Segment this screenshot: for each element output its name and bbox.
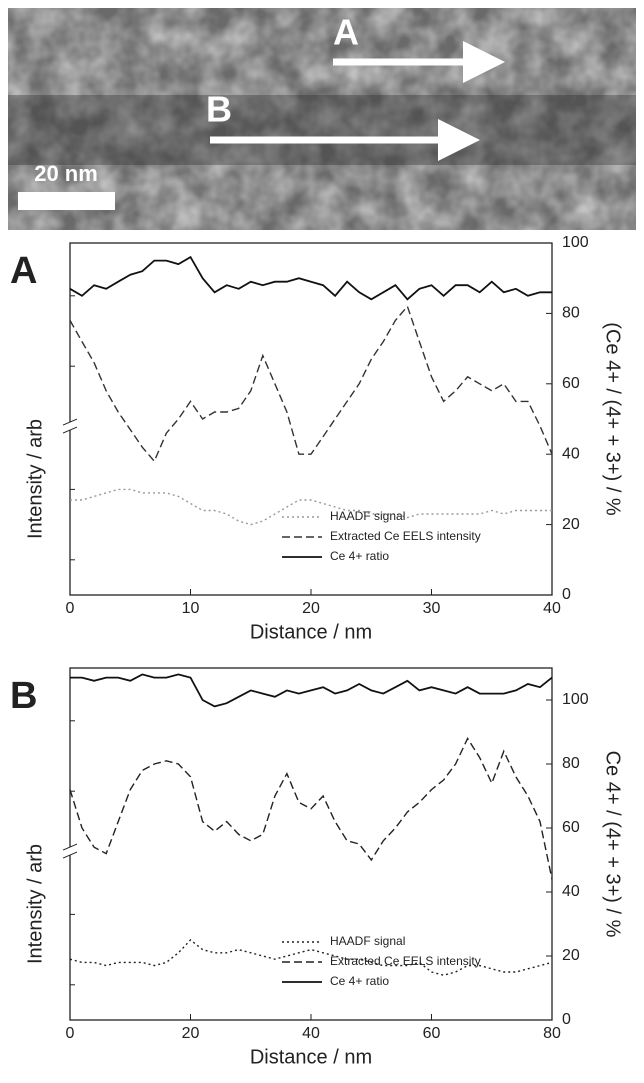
legend-label: Extracted Ce EELS intensity <box>330 954 481 968</box>
micrograph-band <box>8 95 636 165</box>
x-tick-label: 20 <box>182 1025 200 1042</box>
y2-tick-label: 100 <box>562 691 589 708</box>
x-tick-label: 60 <box>423 1025 441 1042</box>
legend-label: HAADF signal <box>330 934 405 948</box>
series-line <box>69 255 552 301</box>
y2-tick-label: 60 <box>562 375 580 392</box>
micrograph: A B 20 nm <box>8 8 636 230</box>
series-line <box>69 305 553 463</box>
x-axis-label: Distance / nm <box>250 621 372 643</box>
legend-label: HAADF signal <box>330 509 405 523</box>
x-tick-label: 0 <box>66 1025 75 1042</box>
panel-label: B <box>10 675 37 717</box>
legend-label: Extracted Ce EELS intensity <box>330 529 481 543</box>
axis-break-gap <box>66 422 74 431</box>
scale-bar-label: 20 nm <box>34 161 98 186</box>
y2-tick-label: 100 <box>562 234 589 251</box>
arrow-label: B <box>206 89 232 130</box>
x-tick-label: 10 <box>182 600 200 617</box>
series-line <box>70 673 553 708</box>
scale-bar <box>18 192 115 210</box>
series-line <box>69 736 553 880</box>
axis-break-gap <box>66 847 74 856</box>
x-tick-label: 30 <box>423 600 441 617</box>
y2-tick-label: 40 <box>562 883 580 900</box>
y-axis-label: Intensity / arb <box>24 844 46 964</box>
series-line <box>69 939 553 976</box>
x-tick-label: 40 <box>543 600 561 617</box>
y2-tick-label: 0 <box>562 1011 571 1028</box>
series-line <box>70 488 552 526</box>
y2-axis-label: (Ce 4+ / (4+ + 3+) / % <box>602 322 624 516</box>
legend-label: Ce 4+ ratio <box>330 974 389 988</box>
x-tick-label: 0 <box>66 600 75 617</box>
y2-tick-label: 0 <box>562 586 571 603</box>
axis-break <box>62 418 78 426</box>
y2-tick-label: 40 <box>562 445 580 462</box>
legend-label: Ce 4+ ratio <box>330 549 389 563</box>
panel-label: A <box>10 250 37 292</box>
x-tick-label: 20 <box>302 600 320 617</box>
y2-tick-label: 80 <box>562 305 580 322</box>
x-axis-label: Distance / nm <box>250 1046 372 1068</box>
x-tick-label: 40 <box>302 1025 320 1042</box>
y2-axis-label: Ce 4+ / (4+ + 3+) / % <box>602 751 624 938</box>
x-tick-label: 80 <box>543 1025 561 1042</box>
axis-break <box>62 851 78 859</box>
y-axis-label: Intensity / arb <box>24 419 46 539</box>
y2-tick-label: 80 <box>562 755 580 772</box>
y2-tick-label: 60 <box>562 819 580 836</box>
y2-tick-label: 20 <box>562 516 580 533</box>
y2-tick-label: 20 <box>562 947 580 964</box>
arrow-label: A <box>333 12 359 53</box>
axis-break <box>62 426 78 434</box>
axis-break <box>62 843 78 851</box>
